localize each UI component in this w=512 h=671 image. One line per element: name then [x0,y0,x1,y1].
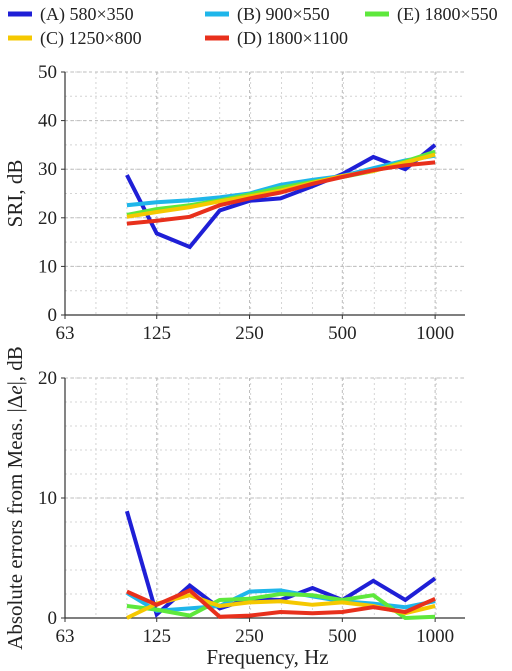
legend-item-a-580-350: (A) 580×350 [8,4,134,25]
y-axis-label-symbol: e [3,385,27,394]
x-tick-label: 63 [56,626,75,647]
series-line-b-900-550 [126,153,436,208]
error-panel: 0 10 20 63 125 250 500 1000 Absolute errors from… [3,346,465,669]
x-tick-label: 63 [56,323,75,344]
x-tick-label: 250 [235,323,264,344]
series-line-d-1800-1100 [126,160,436,226]
x-tick-label: 125 [142,626,171,647]
series-line-a-580-350 [125,143,437,250]
y-axis-label-prefix: Absolute errors from Meas. |Δ [3,395,27,650]
x-tick-label: 250 [235,626,264,647]
x-tick-label: 1000 [416,626,454,647]
y-tick-label: 0 [48,305,58,326]
legend-item-d-1800-1100: (D) 1800×1100 [205,28,348,49]
series-line-e-1800-550 [126,591,436,621]
series-line-d-1800-1100 [126,588,436,619]
x-tick-label: 1000 [416,323,454,344]
legend-item-b-900-550: (B) 900×550 [205,4,330,25]
y-tick-label: 10 [38,256,57,277]
y-tick-label: 50 [38,62,57,83]
legend-label: (E) 1800×550 [397,4,498,25]
y-tick-label: 10 [38,488,57,509]
x-tick-label: 125 [142,323,171,344]
y-tick-label: 20 [38,208,57,229]
x-tick-label: 500 [328,323,357,344]
legend: (A) 580×350 (B) 900×550 (E) 1800×550 (C) 12… [8,4,498,49]
y-axis-label: Absolute errors from Meas. |Δe|, dB [3,346,27,650]
y-tick-label: 40 [38,111,57,132]
legend-label: (A) 580×350 [40,4,134,25]
y-axis-label-suffix: |, dB [3,346,27,385]
legend-label: (B) 900×550 [237,4,330,25]
y-tick-label: 20 [38,368,57,389]
y-tick-label: 30 [38,159,57,180]
x-tick-label: 500 [328,626,357,647]
x-axis-label: Frequency, Hz [206,645,328,669]
legend-label: (D) 1800×1100 [237,28,348,49]
legend-item-c-1250-800: (C) 1250×800 [8,28,142,49]
y-tick-label: 0 [48,608,58,629]
legend-label: (C) 1250×800 [40,28,142,49]
legend-item-e-1800-550: (E) 1800×550 [365,4,498,25]
y-axis-label: SRI, dB [3,160,27,228]
sri-panel: 0 10 20 30 40 50 63 125 250 500 1000 SRI, dB [3,62,465,344]
